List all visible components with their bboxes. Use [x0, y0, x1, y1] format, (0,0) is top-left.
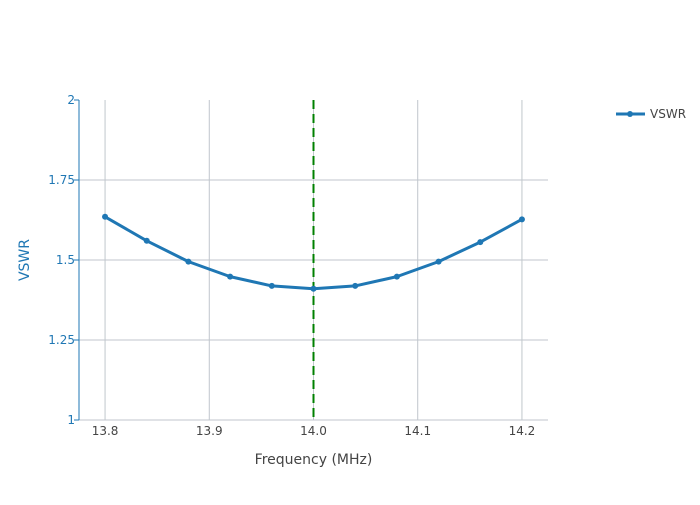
y-axis-title: VSWR [17, 239, 33, 281]
y-tick-label: 1 [67, 413, 75, 427]
data-point [477, 239, 484, 246]
legend-label-vswr: VSWR [650, 107, 686, 121]
y-tick-label: 1.5 [56, 253, 75, 267]
data-point [393, 273, 400, 280]
legend-marker-vswr [627, 111, 633, 117]
x-tick-label: 14.2 [509, 424, 536, 438]
data-point [435, 258, 442, 265]
data-point [227, 273, 234, 280]
y-tick-label: 1.75 [48, 173, 75, 187]
legend: VSWR [616, 107, 686, 121]
tick-labels: 13.8 13.9 14.0 14.1 14.2 1 1.25 1.5 1.75 2 [48, 93, 535, 438]
data-point [310, 285, 317, 292]
x-axis-title: Frequency (MHz) [255, 452, 373, 468]
data-point [143, 237, 150, 244]
x-tick-label: 13.9 [196, 424, 223, 438]
x-tick-label: 13.8 [92, 424, 119, 438]
y-tick-label: 2 [67, 93, 75, 107]
x-tick-label: 14.0 [300, 424, 327, 438]
data-point [268, 282, 275, 289]
data-point [352, 282, 359, 289]
data-point [185, 258, 192, 265]
axes [74, 99, 80, 421]
x-tick-label: 14.1 [404, 424, 431, 438]
y-tick-label: 1.25 [48, 333, 75, 347]
data-point [102, 213, 109, 220]
series-layer [102, 213, 525, 292]
data-point [518, 216, 525, 223]
